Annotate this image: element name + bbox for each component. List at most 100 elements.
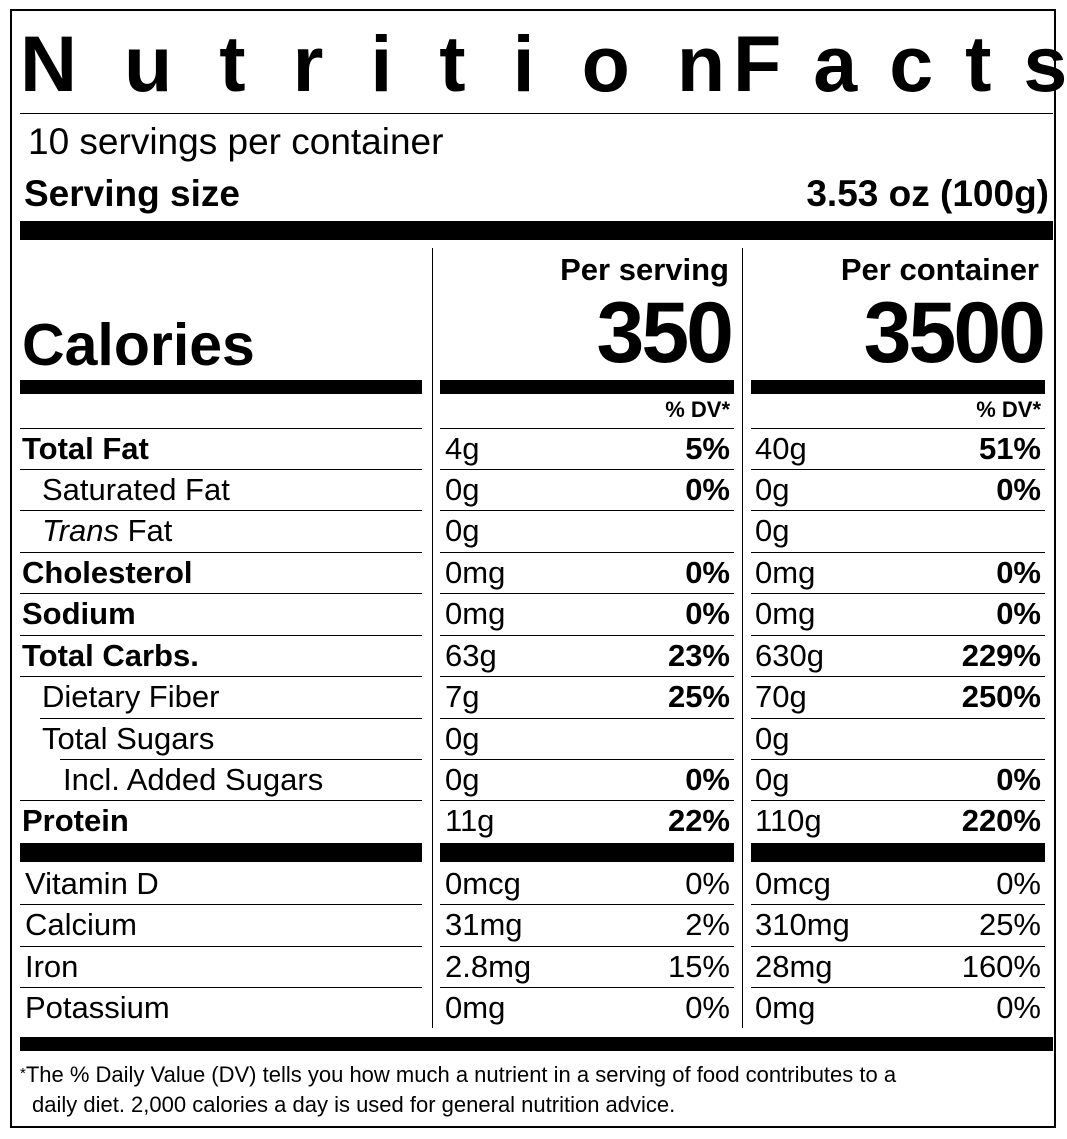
nutrient-name: Dietary Fiber (42, 679, 220, 714)
container-amount: 630g (755, 638, 824, 673)
container-dv: 25% (978, 907, 1041, 942)
footnote-text-1: The % Daily Value (DV) tells you how muc… (25, 1062, 897, 1087)
footnote-line1: *The % Daily Value (DV) tells you how mu… (20, 1058, 896, 1090)
container-dv: 0% (996, 762, 1041, 797)
container-amount: 110g (755, 803, 822, 838)
nutrient-name: Total Fat (22, 431, 149, 466)
nutrient-row-added-sugars: Incl. Added Sugars 0g 0% 0g 0% (0, 761, 1067, 802)
nutrient-name: Sodium (22, 596, 136, 631)
vitamin-name: Potassium (25, 990, 170, 1025)
container-amount: 0g (755, 721, 790, 756)
nutrient-row-cholesterol: Cholesterol 0mg 0% 0mg 0% (0, 554, 1067, 595)
calories-label: Calories (22, 312, 255, 378)
container-dv: 0% (996, 555, 1041, 590)
vitamin-bar-left (20, 843, 422, 862)
nutrient-name: Total Sugars (42, 721, 215, 756)
serving-amount: 31mg (445, 907, 523, 942)
serving-amount: 4g (445, 431, 480, 466)
container-dv: 0% (996, 990, 1041, 1025)
container-amount: 0mg (755, 555, 816, 590)
nutrient-row-protein: Protein 11g 22% 110g 220% (0, 802, 1067, 843)
container-amount: 0mg (755, 596, 816, 631)
container-amount: 310mg (755, 907, 850, 942)
column-separator-1 (432, 248, 433, 1028)
nutrient-row-total-carbs: Total Carbs. 63g 23% 630g 229% (0, 637, 1067, 678)
nutrient-row-total-fat: Total Fat 4g 5% 40g 51% (0, 430, 1067, 471)
footnote-star: * (20, 1065, 26, 1082)
per-serving-label: Per serving (560, 252, 729, 287)
per-container-label: Per container (840, 252, 1039, 287)
calories-per-serving: 350 (596, 285, 734, 381)
container-dv: 0% (996, 596, 1041, 631)
serving-dv: 0% (685, 555, 730, 590)
nutrition-label-frame (10, 9, 1056, 1128)
title-nutrition: Nutrition (20, 19, 773, 108)
thick-divider-bottom (20, 1037, 1053, 1051)
container-amount: 0g (755, 472, 790, 507)
serving-size-label: Serving size (24, 173, 240, 214)
nutrient-name: Saturated Fat (42, 472, 230, 507)
serving-dv: 0% (685, 762, 730, 797)
calories-bar-right (751, 380, 1045, 394)
vitamin-row-iron: Iron 2.8mg 15% 28mg 160% (0, 948, 1067, 989)
calories-per-container: 3500 (863, 285, 1046, 381)
calories-bar-left (20, 380, 422, 394)
serving-amount: 0g (445, 762, 480, 797)
serving-dv: 22% (667, 803, 730, 838)
column-separator-2 (742, 248, 743, 1028)
container-dv: 51% (978, 431, 1041, 466)
serving-dv: 2% (685, 907, 730, 942)
serving-amount: 0g (445, 513, 480, 548)
dv-header-container: % DV* (976, 397, 1041, 422)
footnote-line2: daily diet. 2,000 calories a day is used… (32, 1092, 676, 1117)
serving-dv: 15% (667, 949, 730, 984)
serving-amount: 0g (445, 472, 480, 507)
container-dv: 229% (961, 638, 1041, 673)
servings-per-container: 10 servings per container (28, 121, 444, 162)
serving-dv: 0% (685, 472, 730, 507)
serving-dv: 0% (685, 990, 730, 1025)
serving-amount: 63g (445, 638, 497, 673)
trans-fat-rest: Fat (118, 513, 173, 548)
trans-italic: Trans (42, 513, 119, 548)
vitamin-row-calcium: Calcium 31mg 2% 310mg 25% (0, 906, 1067, 947)
container-amount: 70g (755, 679, 807, 714)
serving-amount: 0mcg (445, 866, 521, 901)
nutrient-name: Total Carbs. (22, 638, 199, 673)
nutrient-row-trans-fat: Trans Fat 0g 0g (0, 512, 1067, 553)
vitamin-bar-mid (440, 843, 734, 862)
serving-dv: 25% (667, 679, 730, 714)
nutrient-name: Protein (22, 803, 129, 838)
serving-amount: 0mg (445, 990, 506, 1025)
serving-amount: 7g (445, 679, 480, 714)
container-dv: 0% (996, 866, 1041, 901)
vitamin-row-vitamin-d: Vitamin D 0mcg 0% 0mcg 0% (0, 865, 1067, 906)
container-amount: 0mg (755, 990, 816, 1025)
vitamin-name: Vitamin D (25, 866, 159, 901)
nutrient-name: Trans Fat (42, 512, 172, 550)
serving-dv: 0% (685, 596, 730, 631)
nutrient-name: Incl. Added Sugars (63, 762, 324, 797)
title-facts: Facts (733, 19, 1067, 108)
dv-header-serving: % DV* (665, 397, 730, 422)
nutrient-name: Cholesterol (22, 555, 193, 590)
serving-amount: 11g (445, 803, 495, 838)
serving-amount: 2.8mg (445, 949, 532, 984)
serving-amount: 0g (445, 721, 480, 756)
nutrient-row-saturated-fat: Saturated Fat 0g 0% 0g 0% (0, 471, 1067, 512)
vitamin-name: Calcium (25, 907, 137, 942)
container-dv: 220% (961, 803, 1041, 838)
vitamin-row-potassium: Potassium 0mg 0% 0mg 0% (0, 989, 1067, 1030)
container-dv: 0% (996, 472, 1041, 507)
container-dv: 160% (961, 949, 1041, 984)
title-divider (20, 113, 1053, 114)
container-amount: 0g (755, 513, 790, 548)
container-amount: 28mg (755, 949, 833, 984)
serving-dv: 23% (667, 638, 730, 673)
serving-amount: 0mg (445, 555, 506, 590)
container-amount: 40g (755, 431, 807, 466)
serving-size-value: 3.53 oz (100g) (806, 173, 1049, 214)
vitamin-name: Iron (25, 949, 79, 984)
thick-divider-top (20, 221, 1053, 240)
container-amount: 0mcg (755, 866, 831, 901)
